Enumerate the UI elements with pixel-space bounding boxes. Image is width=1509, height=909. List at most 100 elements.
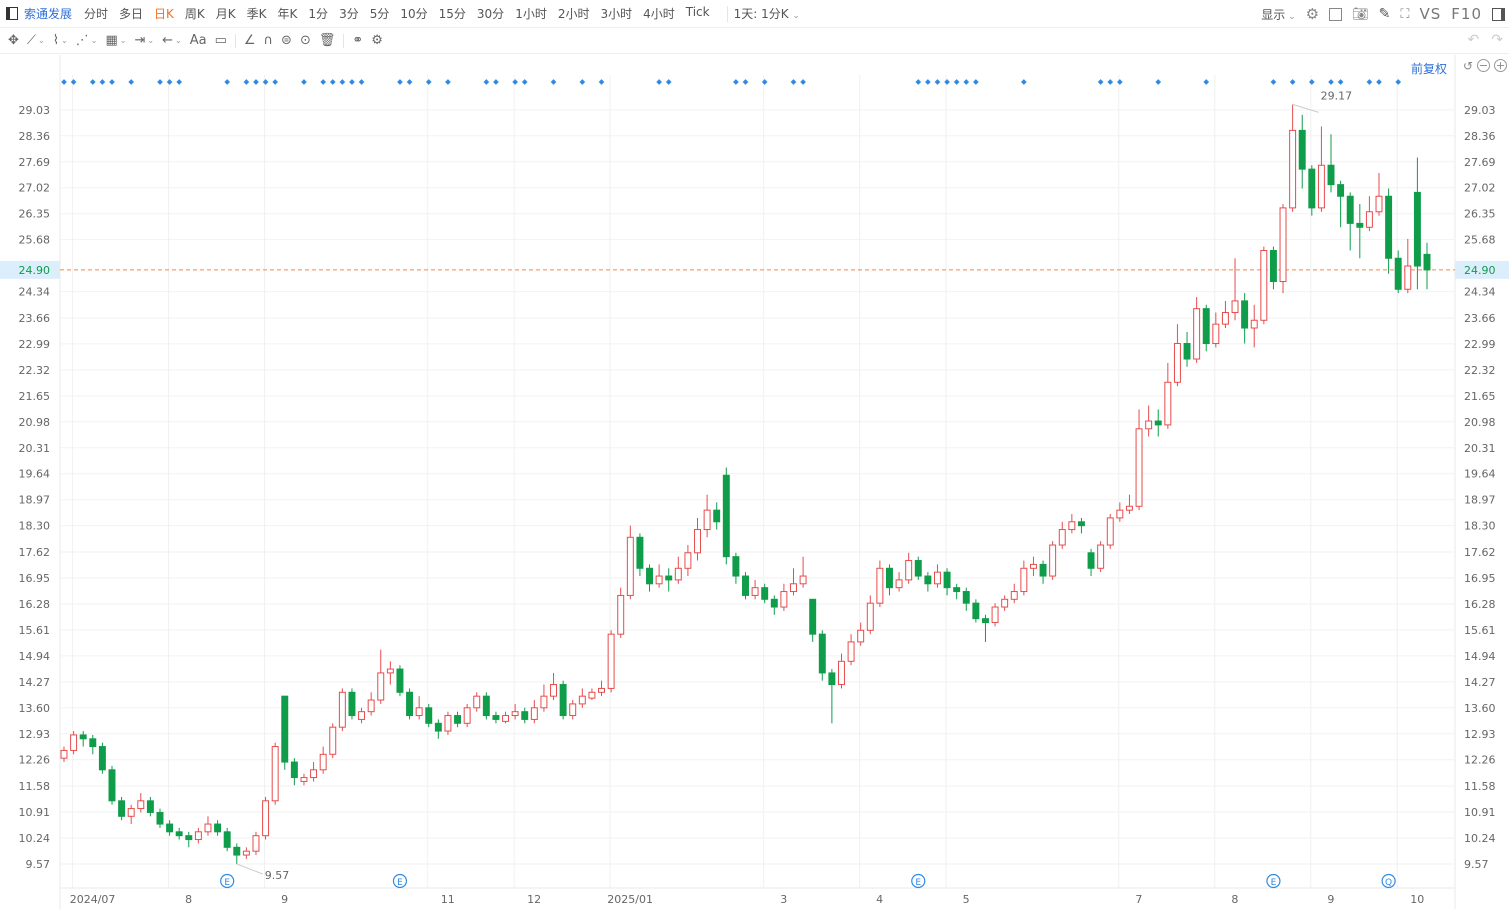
- candle-body-up: [137, 800, 145, 810]
- adjust-mode-button[interactable]: 前复权: [1410, 60, 1447, 77]
- candle-body-up: [1375, 195, 1383, 213]
- candle-body-up: [204, 823, 212, 833]
- candle-body-down: [521, 711, 529, 720]
- y-tick-label-left: 15.61: [19, 624, 51, 637]
- period-tab[interactable]: 5分: [369, 7, 390, 21]
- event-marker: [1021, 79, 1027, 85]
- event-badge-label: E: [1271, 878, 1277, 888]
- period-tab[interactable]: 1分: [308, 7, 329, 21]
- fib-icon[interactable]: ▦ ⌄: [105, 33, 127, 48]
- reset-icon[interactable]: ↺: [1462, 59, 1473, 73]
- period-tab[interactable]: 多日: [119, 7, 144, 21]
- vs-button[interactable]: VS: [1419, 5, 1442, 23]
- period-tab[interactable]: 2小时: [557, 7, 590, 21]
- panel-toggle-icon[interactable]: [6, 7, 18, 20]
- candle-body-up: [1125, 505, 1133, 511]
- event-marker: [176, 79, 183, 85]
- candle-body-down: [1423, 253, 1431, 271]
- sidebar-toggle-icon[interactable]: [1492, 7, 1505, 21]
- candle-body-up: [310, 769, 318, 779]
- move-icon[interactable]: ✥: [8, 33, 19, 48]
- trash-icon[interactable]: 🗑︎: [318, 33, 336, 48]
- angle-icon[interactable]: ∠: [243, 33, 256, 48]
- candle-body-down: [146, 800, 154, 813]
- layout-icon[interactable]: [1329, 7, 1343, 21]
- x-tick-label: 12: [527, 893, 541, 906]
- period-tab[interactable]: 年K: [277, 7, 298, 21]
- period-tab[interactable]: 1小时: [515, 7, 547, 21]
- candle-body-up: [598, 687, 605, 693]
- period-tab[interactable]: 日K: [154, 7, 174, 21]
- link-icon[interactable]: ⚭: [352, 33, 364, 48]
- magnet-icon[interactable]: ∩: [263, 33, 274, 48]
- wave-icon[interactable]: ⋰ ⌄: [75, 33, 98, 48]
- stock-name[interactable]: 索通发展: [24, 7, 73, 21]
- period-tab[interactable]: 3小时: [600, 7, 633, 21]
- candle-body-down: [175, 831, 183, 837]
- event-marker: [262, 79, 269, 85]
- candle-body-down: [809, 598, 817, 635]
- y-tick-label-right: 29.03: [1464, 104, 1496, 117]
- y-tick-label-left: 9.57: [26, 858, 51, 871]
- period-tab[interactable]: 10分: [400, 7, 428, 21]
- polyline-icon[interactable]: ⌇ ⌄: [52, 33, 68, 48]
- zoom-in-icon[interactable]: +: [1494, 59, 1507, 72]
- event-marker: [1117, 79, 1123, 85]
- period-tab[interactable]: 30分: [476, 7, 505, 21]
- text-icon[interactable]: Aa: [189, 33, 207, 48]
- candle-body-down: [1394, 257, 1402, 290]
- candle-body-down: [1308, 168, 1316, 209]
- x-tick-label: 4: [876, 893, 883, 906]
- period-tab[interactable]: 3分: [339, 7, 359, 21]
- candle-body-down: [1087, 552, 1095, 569]
- period-tab[interactable]: 周K: [184, 7, 205, 21]
- y-tick-label-left: 21.65: [19, 390, 51, 403]
- display-menu[interactable]: 显示 ⌄: [1261, 6, 1295, 23]
- redo-icon[interactable]: ↷: [1491, 32, 1503, 48]
- period-tab[interactable]: 季K: [246, 7, 267, 21]
- candle-body-down: [665, 575, 673, 581]
- event-marker: [358, 79, 365, 85]
- zoom-out-icon[interactable]: −: [1477, 59, 1490, 72]
- candle-body-up: [502, 715, 510, 722]
- candle-body-down: [98, 746, 106, 771]
- period-tab[interactable]: 分时: [84, 7, 109, 21]
- comment-icon[interactable]: ▭: [214, 33, 227, 48]
- event-marker: [320, 79, 326, 85]
- event-marker: [483, 79, 490, 85]
- candle-body-up: [626, 536, 634, 596]
- arrow-icon[interactable]: ← ⌄: [162, 33, 182, 48]
- target-icon[interactable]: ⊙: [299, 33, 311, 48]
- camera-icon[interactable]: 📷︎: [1352, 6, 1369, 22]
- fullscreen-icon[interactable]: ⛶: [1400, 6, 1410, 22]
- event-marker: [99, 79, 106, 85]
- candle-body-up: [1164, 381, 1172, 426]
- settings-icon[interactable]: ⚙: [371, 33, 383, 48]
- line-icon[interactable]: ⟋ ⌄: [26, 33, 45, 48]
- event-marker: [1337, 79, 1344, 85]
- settings-icon[interactable]: ⚙: [1305, 5, 1320, 23]
- y-tick-label-left: 25.68: [19, 234, 51, 247]
- candle-body-up: [1106, 517, 1114, 546]
- x-tick-label: 2024/07: [70, 893, 116, 906]
- period-tabs: 分时 多日 日K 周K 月K 季K 年K 1分 3分 5分 10分 15分 30分 1小时 2小时 3小时 4小…: [84, 5, 721, 22]
- f10-button[interactable]: F10: [1451, 5, 1482, 23]
- period-tab[interactable]: Tick: [685, 5, 710, 19]
- eye-icon[interactable]: ⊜: [281, 33, 292, 48]
- y-tick-label-right: 14.94: [1464, 650, 1496, 663]
- y-tick-label-left: 16.28: [19, 598, 51, 611]
- range-select[interactable]: 1天: 1分K ⌄: [734, 5, 800, 22]
- period-tab[interactable]: 15分: [438, 7, 466, 21]
- undo-icon[interactable]: ↶: [1467, 32, 1480, 48]
- measure-icon[interactable]: ⇥ ⌄: [134, 33, 155, 48]
- period-tab[interactable]: 4小时: [643, 7, 675, 21]
- period-tab[interactable]: 月K: [215, 7, 236, 21]
- candle-body-down: [185, 835, 193, 841]
- event-marker: [579, 79, 586, 85]
- event-marker: [89, 79, 96, 85]
- candle-body-up: [933, 571, 941, 585]
- pencil-icon[interactable]: ✎: [1378, 6, 1391, 22]
- y-tick-label-left: 16.95: [19, 572, 51, 585]
- y-tick-label-right: 19.64: [1464, 468, 1496, 481]
